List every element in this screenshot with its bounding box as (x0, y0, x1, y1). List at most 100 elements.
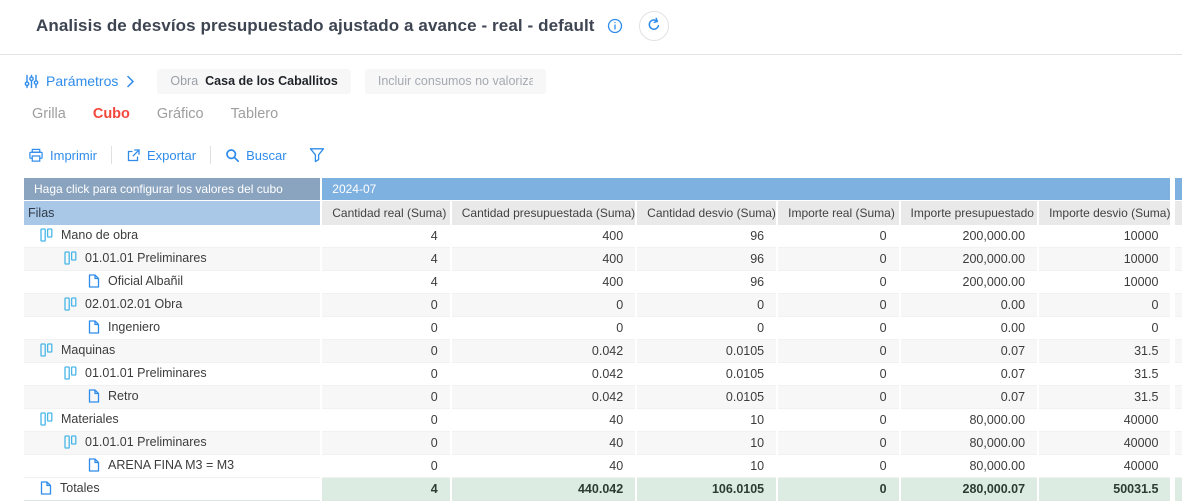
cell[interactable]: 40000 (1037, 431, 1173, 455)
cell[interactable]: 0 (776, 293, 900, 317)
column-header-importe-presupuestado[interactable]: Importe presupuestado (898, 200, 1039, 225)
cell[interactable]: 0 (776, 225, 900, 248)
period-header[interactable]: 2024-07 (321, 178, 1173, 201)
cell[interactable]: 10 (635, 454, 778, 478)
parametros-toggle[interactable]: Parámetros (24, 73, 135, 89)
cell[interactable]: 400 (449, 225, 637, 248)
cell[interactable]: 0.0105 (635, 339, 778, 363)
cell[interactable]: 4 (320, 270, 451, 294)
cell[interactable]: 40000 (1037, 408, 1173, 432)
cell[interactable]: 0.0105 (635, 385, 778, 409)
column-header-cantidad-real-suma[interactable]: Cantidad real (Suma) (320, 200, 451, 225)
cell[interactable]: 0 (776, 362, 900, 386)
cube-config-header[interactable]: Haga click para configurar los valores d… (24, 178, 323, 201)
row-label-cell[interactable]: 01.01.01 Preliminares (24, 248, 321, 271)
cell[interactable]: 0.00 (898, 293, 1039, 317)
cell[interactable]: 10 (635, 431, 778, 455)
cell[interactable]: 31.5 (1037, 385, 1173, 409)
cell[interactable]: 0.00 (898, 316, 1039, 340)
cell[interactable]: 96 (635, 247, 778, 271)
cell[interactable]: 0.042 (449, 385, 637, 409)
filter-button[interactable] (301, 147, 339, 163)
cell[interactable]: 0 (320, 316, 451, 340)
cell[interactable]: 80,000.00 (898, 408, 1039, 432)
cell[interactable]: 31.5 (1037, 362, 1173, 386)
column-header-cantidad-presupuestada-suma[interactable]: Cantidad presupuestada (Suma) (449, 200, 637, 225)
cell[interactable]: 80,000.00 (898, 431, 1039, 455)
cell[interactable]: 200,000.00 (898, 270, 1039, 294)
cell[interactable]: 400 (449, 270, 637, 294)
column-header-cantidad-desvio-suma[interactable]: Cantidad desvio (Suma) (635, 200, 778, 225)
info-icon[interactable] (607, 18, 623, 34)
cell[interactable]: 4 (320, 225, 451, 248)
cell[interactable]: 0.07 (898, 362, 1039, 386)
cell[interactable]: 400 (449, 247, 637, 271)
cell[interactable]: 0 (776, 247, 900, 271)
cell[interactable]: 0 (776, 431, 900, 455)
cell[interactable]: 0 (776, 316, 900, 340)
refresh-button[interactable] (638, 11, 669, 41)
cell[interactable]: 4 (320, 477, 451, 501)
cell[interactable]: 280,000.07 (898, 477, 1039, 501)
imprimir-button[interactable]: Imprimir (24, 148, 111, 163)
cell[interactable]: 50031.5 (1037, 477, 1173, 501)
cell[interactable]: 0 (776, 408, 900, 432)
cell[interactable]: 40 (449, 431, 637, 455)
cell[interactable]: 40 (449, 408, 637, 432)
consumos-input[interactable] (364, 68, 546, 94)
cell[interactable]: 200,000.00 (898, 225, 1039, 248)
cell[interactable]: 0.042 (449, 362, 637, 386)
cell[interactable]: 0.07 (898, 339, 1039, 363)
row-label-cell[interactable]: 02.01.02.01 Obra (24, 294, 321, 317)
cell[interactable]: 96 (635, 270, 778, 294)
cell[interactable]: 106.0105 (635, 477, 778, 501)
row-label-cell[interactable]: 01.01.01 Preliminares (24, 363, 321, 386)
buscar-button[interactable]: Buscar (217, 148, 300, 163)
cell[interactable]: 40000 (1037, 454, 1173, 478)
cell[interactable]: 0 (776, 339, 900, 363)
cell[interactable]: 0 (635, 293, 778, 317)
cell[interactable]: 4 (320, 247, 451, 271)
cell[interactable]: 200,000.00 (898, 247, 1039, 271)
cell[interactable]: 0 (776, 477, 900, 501)
cell[interactable]: 0.042 (449, 339, 637, 363)
cell[interactable]: 0 (1037, 293, 1173, 317)
row-label-cell[interactable]: Oficial Albañil (24, 271, 321, 294)
row-label-cell[interactable]: Maquinas (24, 340, 321, 363)
tab-cubo[interactable]: Cubo (92, 106, 130, 122)
row-label-cell[interactable]: Materiales (24, 409, 321, 432)
cell[interactable]: 0 (449, 316, 637, 340)
cell[interactable]: 0 (449, 293, 637, 317)
cell[interactable]: 0 (776, 270, 900, 294)
cell[interactable]: 40 (449, 454, 637, 478)
cell[interactable]: 10 (635, 408, 778, 432)
row-label-cell[interactable]: Totales (24, 478, 321, 501)
row-label-cell[interactable]: 01.01.01 Preliminares (24, 432, 321, 455)
cell[interactable]: 0 (320, 431, 451, 455)
cell[interactable]: 0 (635, 316, 778, 340)
tab-grilla[interactable]: Grilla (32, 106, 66, 122)
cell[interactable]: 80,000.00 (898, 454, 1039, 478)
cell[interactable]: 0 (776, 385, 900, 409)
row-label-cell[interactable]: Mano de obra (24, 225, 321, 248)
cell[interactable]: 0 (1037, 316, 1173, 340)
cell[interactable]: 10000 (1037, 247, 1173, 271)
tab-grafico[interactable]: Gráfico (156, 106, 204, 122)
cell[interactable]: 96 (635, 225, 778, 248)
tab-tablero[interactable]: Tablero (230, 106, 279, 122)
cell[interactable]: 0 (320, 362, 451, 386)
cell[interactable]: 10000 (1037, 270, 1173, 294)
cell[interactable]: 0 (320, 408, 451, 432)
column-header-importe-desvio-suma[interactable]: Importe desvio (Suma) (1037, 200, 1173, 225)
cell[interactable]: 0 (320, 339, 451, 363)
cell[interactable]: 10000 (1037, 225, 1173, 248)
exportar-button[interactable]: Exportar (118, 148, 210, 163)
cell[interactable]: 0.07 (898, 385, 1039, 409)
cell[interactable]: 0 (320, 385, 451, 409)
row-label-cell[interactable]: Retro (24, 386, 321, 409)
cell[interactable]: 0 (776, 454, 900, 478)
column-header-importe-real-suma[interactable]: Importe real (Suma) (776, 200, 900, 225)
cell[interactable]: 31.5 (1037, 339, 1173, 363)
cell[interactable]: 0.0105 (635, 362, 778, 386)
filas-header[interactable]: Filas (24, 200, 323, 225)
